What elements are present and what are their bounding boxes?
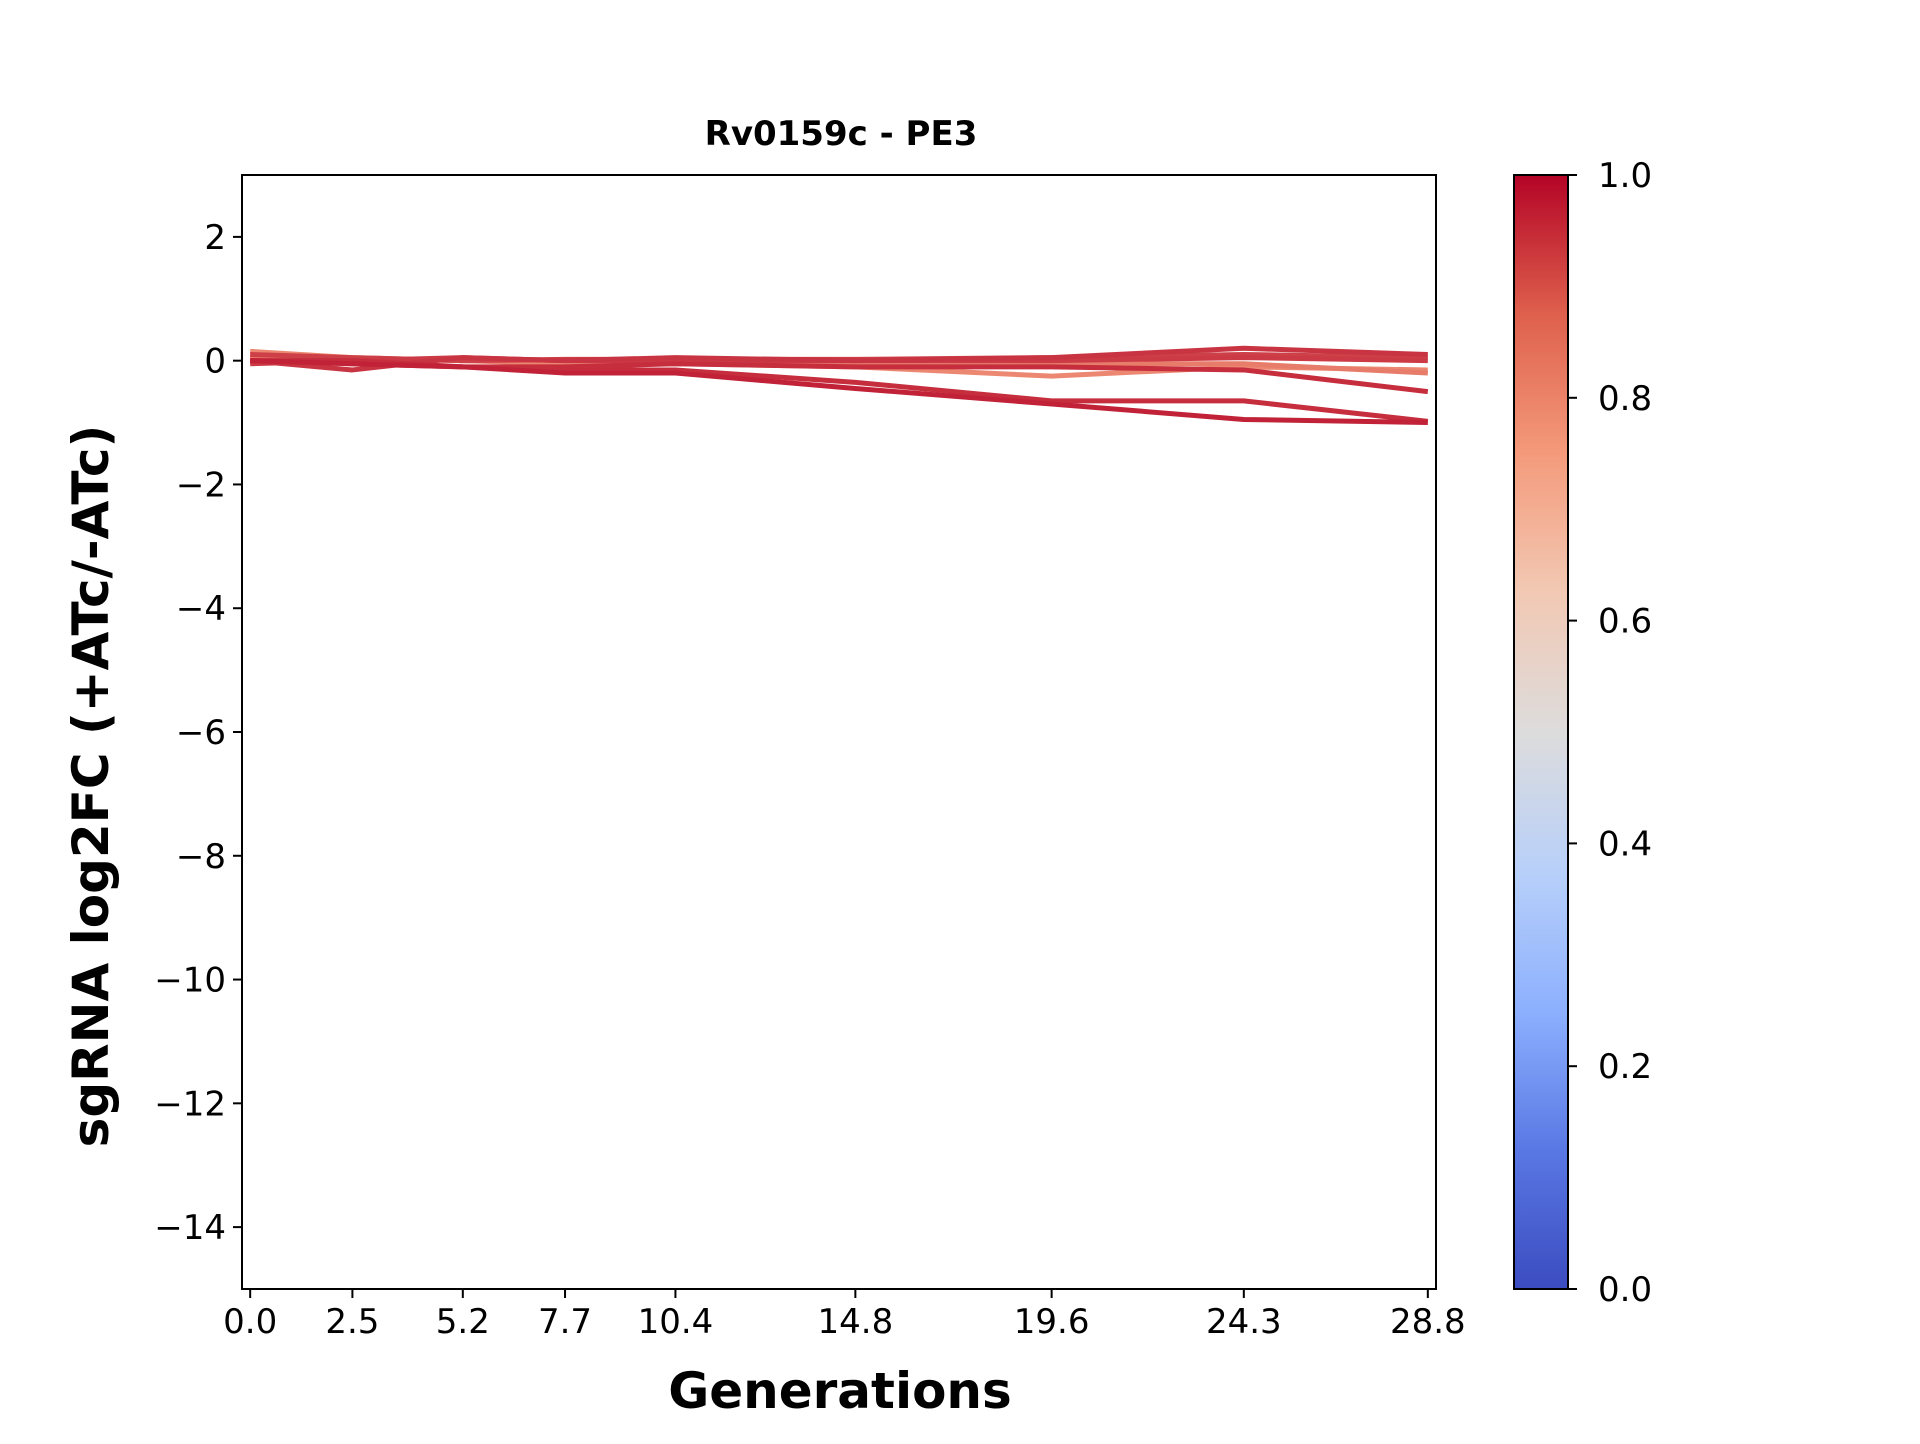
y-tick-label: −10 xyxy=(154,961,226,1001)
x-axis-label: Generations xyxy=(668,1362,1012,1420)
y-tick-label: −8 xyxy=(176,837,226,877)
x-tick-label: 10.4 xyxy=(638,1302,714,1342)
colorbar-tick-label: 1.0 xyxy=(1598,156,1652,196)
colorbar-tick-label: 0.2 xyxy=(1598,1047,1652,1087)
y-tick-label: −4 xyxy=(176,589,226,629)
x-tick-label: 14.8 xyxy=(818,1302,894,1342)
y-tick-label: 2 xyxy=(204,218,226,258)
plot-frame xyxy=(241,174,1437,1290)
colorbar-tick-label: 0.4 xyxy=(1598,824,1652,864)
y-tick-label: −6 xyxy=(176,713,226,753)
y-tick-label: −12 xyxy=(154,1084,226,1124)
series-line-7 xyxy=(250,358,1428,426)
x-tick-label: 19.6 xyxy=(1014,1302,1090,1342)
series-line-3 xyxy=(250,355,1428,367)
y-tick-label: −14 xyxy=(154,1208,226,1248)
x-tick-label: 28.8 xyxy=(1390,1302,1466,1342)
y-tick-label: −2 xyxy=(176,465,226,505)
colorbar-tick-label: 0.6 xyxy=(1598,602,1652,642)
colorbar-tick-label: 0.8 xyxy=(1598,379,1652,419)
x-tick-label: 7.7 xyxy=(538,1302,592,1342)
x-tick-label: 2.5 xyxy=(325,1302,379,1342)
x-tick-label: 24.3 xyxy=(1206,1302,1282,1342)
colorbar xyxy=(1513,174,1569,1290)
colorbar-tick-label: 0.0 xyxy=(1598,1270,1652,1310)
y-axis-label: sgRNA log2FC (+ATc/-ATc) xyxy=(62,425,120,1148)
chart-title: Rv0159c - PE3 xyxy=(705,114,978,154)
x-tick-label: 0.0 xyxy=(223,1302,277,1342)
y-tick-label: 0 xyxy=(204,342,226,382)
x-tick-label: 5.2 xyxy=(436,1302,490,1342)
